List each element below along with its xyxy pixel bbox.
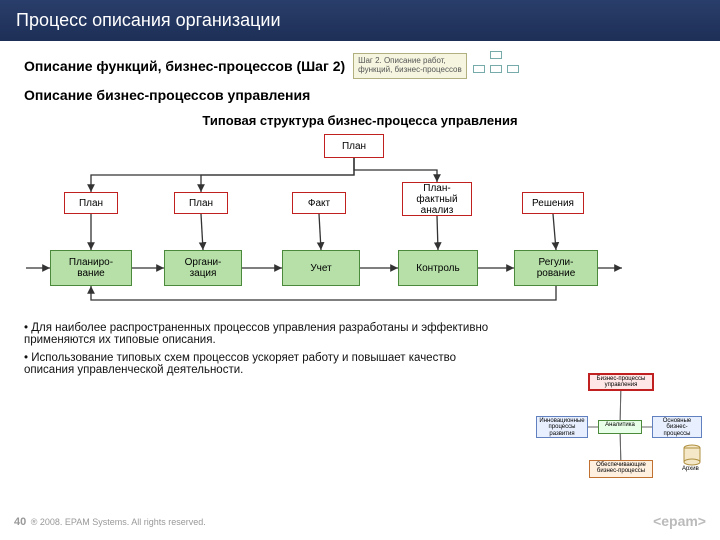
step-box: Шаг 2. Описание работ, функций, бизнес-п… xyxy=(353,53,467,79)
page-number: 40 xyxy=(14,516,26,528)
flow-proc-3: Контроль xyxy=(398,250,478,286)
logo: <epam> xyxy=(653,513,706,529)
flow-proc-2: Учет xyxy=(282,250,360,286)
bullet-2: • Использование типовых схем процессов у… xyxy=(24,352,494,376)
step-thumbnail: Шаг 2. Описание работ, функций, бизнес-п… xyxy=(353,51,521,81)
org-chart-icon xyxy=(471,51,521,81)
flow-input-2: Факт xyxy=(292,192,346,214)
flow-top-input: План xyxy=(324,134,384,158)
flow-input-4: Решения xyxy=(522,192,584,214)
subtitle-2: Описание бизнес-процессов управления xyxy=(24,87,696,103)
flow-arrows xyxy=(24,134,696,314)
flowchart: План План План Факт План- фактный анализ Реше… xyxy=(24,134,696,314)
flow-input-1: План xyxy=(174,192,228,214)
bullet-1: • Для наиболее распространенных процессо… xyxy=(24,322,494,346)
flow-proc-1: Органи- зация xyxy=(164,250,242,286)
side-node-3: Основные бизнес-процессы xyxy=(652,416,702,438)
flow-proc-0: Планиро- вание xyxy=(50,250,132,286)
flow-input-0: План xyxy=(64,192,118,214)
side-diagram: Бизнес-процессы управления Инновационные … xyxy=(534,370,704,480)
side-node-0: Бизнес-процессы управления xyxy=(589,374,653,390)
step-line2: функций, бизнес-процессов xyxy=(358,66,462,75)
copyright: ® 2008. EPAM Systems. All rights reserve… xyxy=(31,517,206,527)
bullet-list: • Для наиболее распространенных процессо… xyxy=(24,322,494,376)
slide-body: Описание функций, бизнес-процессов (Шаг … xyxy=(0,41,720,392)
side-node-4: Обеспечивающие бизнес-процессы xyxy=(589,460,653,478)
flow-input-3: План- фактный анализ xyxy=(402,182,472,216)
side-db-label: Архив xyxy=(682,466,699,472)
subtitle-row: Описание функций, бизнес-процессов (Шаг … xyxy=(24,51,696,81)
flow-proc-4: Регули- рование xyxy=(514,250,598,286)
subtitle-3: Типовая структура бизнес-процесса управл… xyxy=(24,113,696,128)
side-node-1: Инновационные процессы развития xyxy=(536,416,588,438)
footer: 40 ® 2008. EPAM Systems. All rights rese… xyxy=(14,512,706,530)
subtitle-1: Описание функций, бизнес-процессов (Шаг … xyxy=(24,58,345,74)
side-node-2: Аналитика xyxy=(598,420,642,434)
slide-header: Процесс описания организации xyxy=(0,0,720,41)
slide-title: Процесс описания организации xyxy=(16,10,281,30)
